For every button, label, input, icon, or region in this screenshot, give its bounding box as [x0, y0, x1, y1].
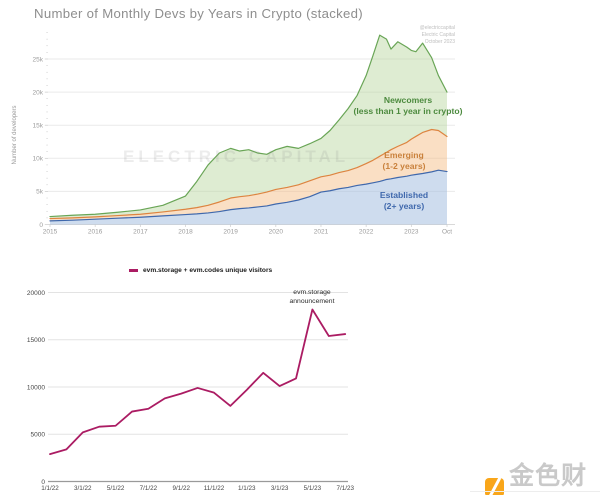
legend-line-swatch — [129, 269, 138, 272]
newcomers-series-label: Newcomers (less than 1 year in crypto) — [353, 95, 463, 116]
x-tick-label: 3/1/23 — [271, 485, 289, 492]
y-tick-label: 15000 — [27, 337, 45, 344]
x-tick-label: 2015 — [43, 229, 58, 236]
line-chart-legend: evm.storage + evm.codes unique visitors — [129, 267, 272, 274]
established-series-label: Established (2+ years) — [379, 190, 429, 211]
x-tick-label: 5/1/23 — [304, 485, 322, 492]
y-tick-label: 5k — [36, 189, 44, 196]
x-tick-label: 2016 — [88, 229, 103, 236]
x-tick-label: Oct — [442, 229, 452, 236]
x-tick-label: 3/1/22 — [74, 485, 92, 492]
jinse-finance-logo: 金色财经 — [478, 456, 600, 495]
jinse-logo-text: 金色财经 — [509, 461, 588, 490]
x-tick-label: 2022 — [359, 229, 374, 236]
x-tick-label: 1/1/23 — [238, 485, 256, 492]
x-tick-label: 5/1/22 — [107, 485, 125, 492]
x-tick-label: 2017 — [133, 229, 148, 236]
legend-label: evm.storage + evm.codes unique visitors — [143, 267, 273, 274]
credit-line-company: Electric Capital — [421, 32, 455, 38]
stacked-chart-title: Number of Monthly Devs by Years in Crypt… — [34, 6, 363, 21]
emerging-series-label: Emerging (1-2 years) — [382, 150, 426, 171]
x-tick-label: 2018 — [178, 229, 193, 236]
y-tick-label: 15k — [33, 123, 44, 130]
x-tick-label: 2019 — [223, 229, 238, 236]
electric-capital-watermark: ELECTRIC CAPITAL — [123, 147, 350, 166]
chart-credit: @electriccapital Electric Capital Octobe… — [355, 25, 455, 46]
y-tick-label: 0 — [41, 479, 45, 486]
x-tick-label: 1/1/22 — [41, 485, 59, 492]
x-tick-label: 2020 — [269, 229, 284, 236]
y-tick-label: 10000 — [27, 384, 45, 391]
x-tick-label: 7/1/22 — [140, 485, 158, 492]
credit-line-handle: @electriccapital — [419, 25, 455, 31]
x-tick-label: 9/1/22 — [172, 485, 190, 492]
newcomers-area — [50, 35, 447, 219]
x-tick-label: 2021 — [314, 229, 329, 236]
y-tick-label: 20k — [33, 89, 44, 96]
jinse-blocks-icon — [478, 477, 505, 495]
y-tick-label: 5000 — [31, 432, 46, 439]
established-area — [50, 170, 447, 225]
credit-line-date: October 2023 — [424, 39, 455, 45]
y-tick-label: 10k — [33, 156, 44, 163]
y-tick-label: 25k — [33, 56, 44, 63]
emerging-line — [49, 128, 448, 220]
y-tick-label: 20000 — [27, 290, 45, 297]
x-tick-label: 11/1/22 — [204, 485, 225, 492]
established-line — [49, 169, 448, 222]
x-tick-label: 7/1/23 — [336, 485, 354, 492]
logo-underline — [470, 491, 600, 492]
y-axis-title: Number of developers — [12, 105, 18, 164]
x-tick-label: 2023 — [404, 229, 419, 236]
visitors-line — [49, 308, 347, 455]
emerging-area — [50, 129, 447, 221]
newcomers-line — [49, 34, 448, 218]
y-tick-label: 0 — [39, 222, 43, 229]
evm-storage-annotation: evm.storage announcement — [289, 289, 335, 305]
